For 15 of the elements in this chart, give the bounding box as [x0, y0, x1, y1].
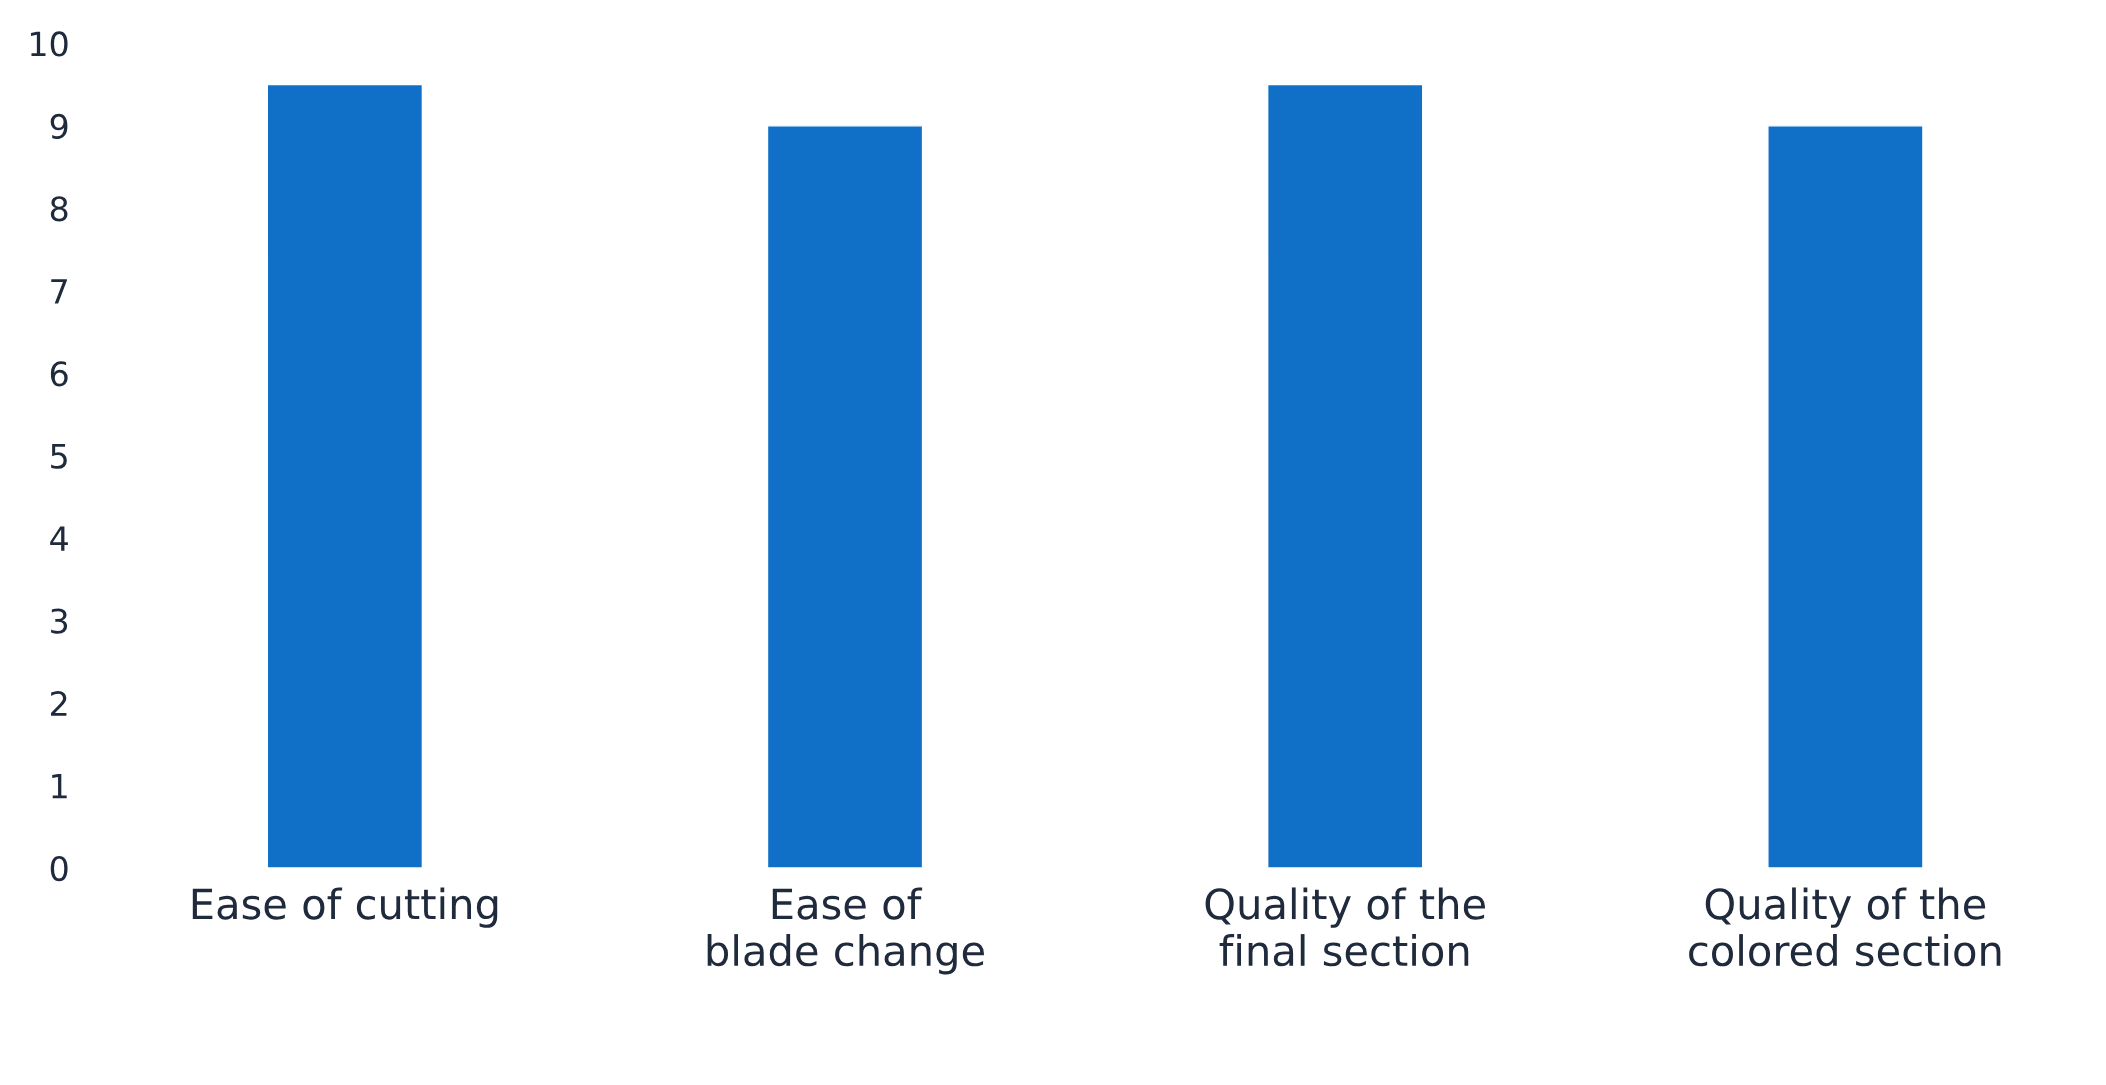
y-tick-label: 0: [50, 855, 68, 882]
y-tick-label: 1: [52, 773, 67, 799]
y-tick-label: 5: [51, 444, 67, 469]
y-tick-label: 6: [50, 361, 68, 387]
y-tick-label: 3: [51, 608, 68, 634]
x-tick-label: Quality of the final section: [1205, 887, 1485, 967]
y-tick-label: 7: [51, 279, 67, 304]
x-tick-label: Ease of blade change: [707, 887, 984, 975]
y-tick-label: 10: [31, 31, 68, 57]
y-tick-label: 8: [50, 196, 68, 222]
y-tick-label: 9: [50, 113, 68, 139]
y-tick-label: 2: [51, 691, 67, 716]
x-tick-label: Ease of cutting: [192, 887, 498, 928]
y-tick-label: 4: [50, 526, 68, 551]
x-tick-label: Quality of the colored section: [1689, 887, 2001, 967]
